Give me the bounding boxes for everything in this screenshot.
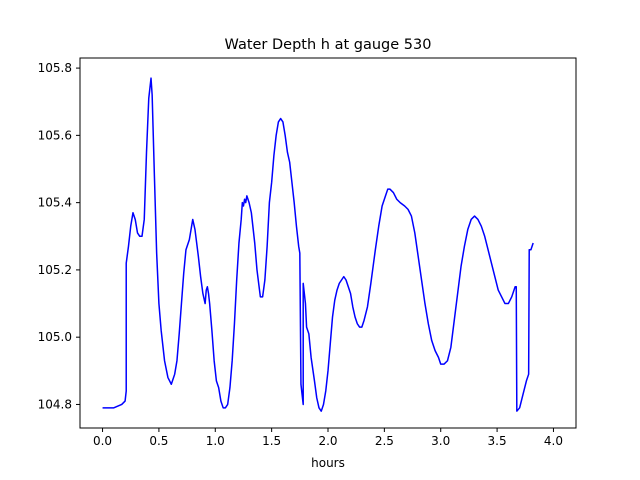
y-tick-label: 105.2: [38, 263, 72, 277]
x-tick-label: 2.5: [375, 434, 394, 448]
chart-title: Water Depth h at gauge 530: [225, 37, 432, 53]
x-tick-label: 1.5: [262, 434, 281, 448]
y-axis-ticks: 104.8 105.0 105.2 105.4 105.6 105.8: [38, 61, 80, 411]
x-tick-label: 1.0: [206, 434, 225, 448]
x-tick-label: 3.5: [488, 434, 507, 448]
x-tick-label: 0.5: [149, 434, 168, 448]
x-tick-label: 4.0: [544, 434, 563, 448]
y-tick-label: 105.8: [38, 61, 72, 75]
x-tick-label: 3.0: [431, 434, 450, 448]
x-axis-ticks: 0.0 0.5 1.0 1.5 2.0 2.5 3.0 3.5 4.0: [93, 428, 563, 448]
y-tick-label: 105.4: [38, 196, 72, 210]
x-tick-label: 2.0: [318, 434, 337, 448]
y-tick-label: 105.0: [38, 330, 72, 344]
y-tick-label: 104.8: [38, 397, 72, 411]
x-tick-label: 0.0: [93, 434, 112, 448]
x-axis-label: hours: [311, 456, 345, 470]
plot-frame: [79, 57, 577, 429]
y-tick-label: 105.6: [38, 128, 72, 142]
series-line: [102, 77, 534, 412]
